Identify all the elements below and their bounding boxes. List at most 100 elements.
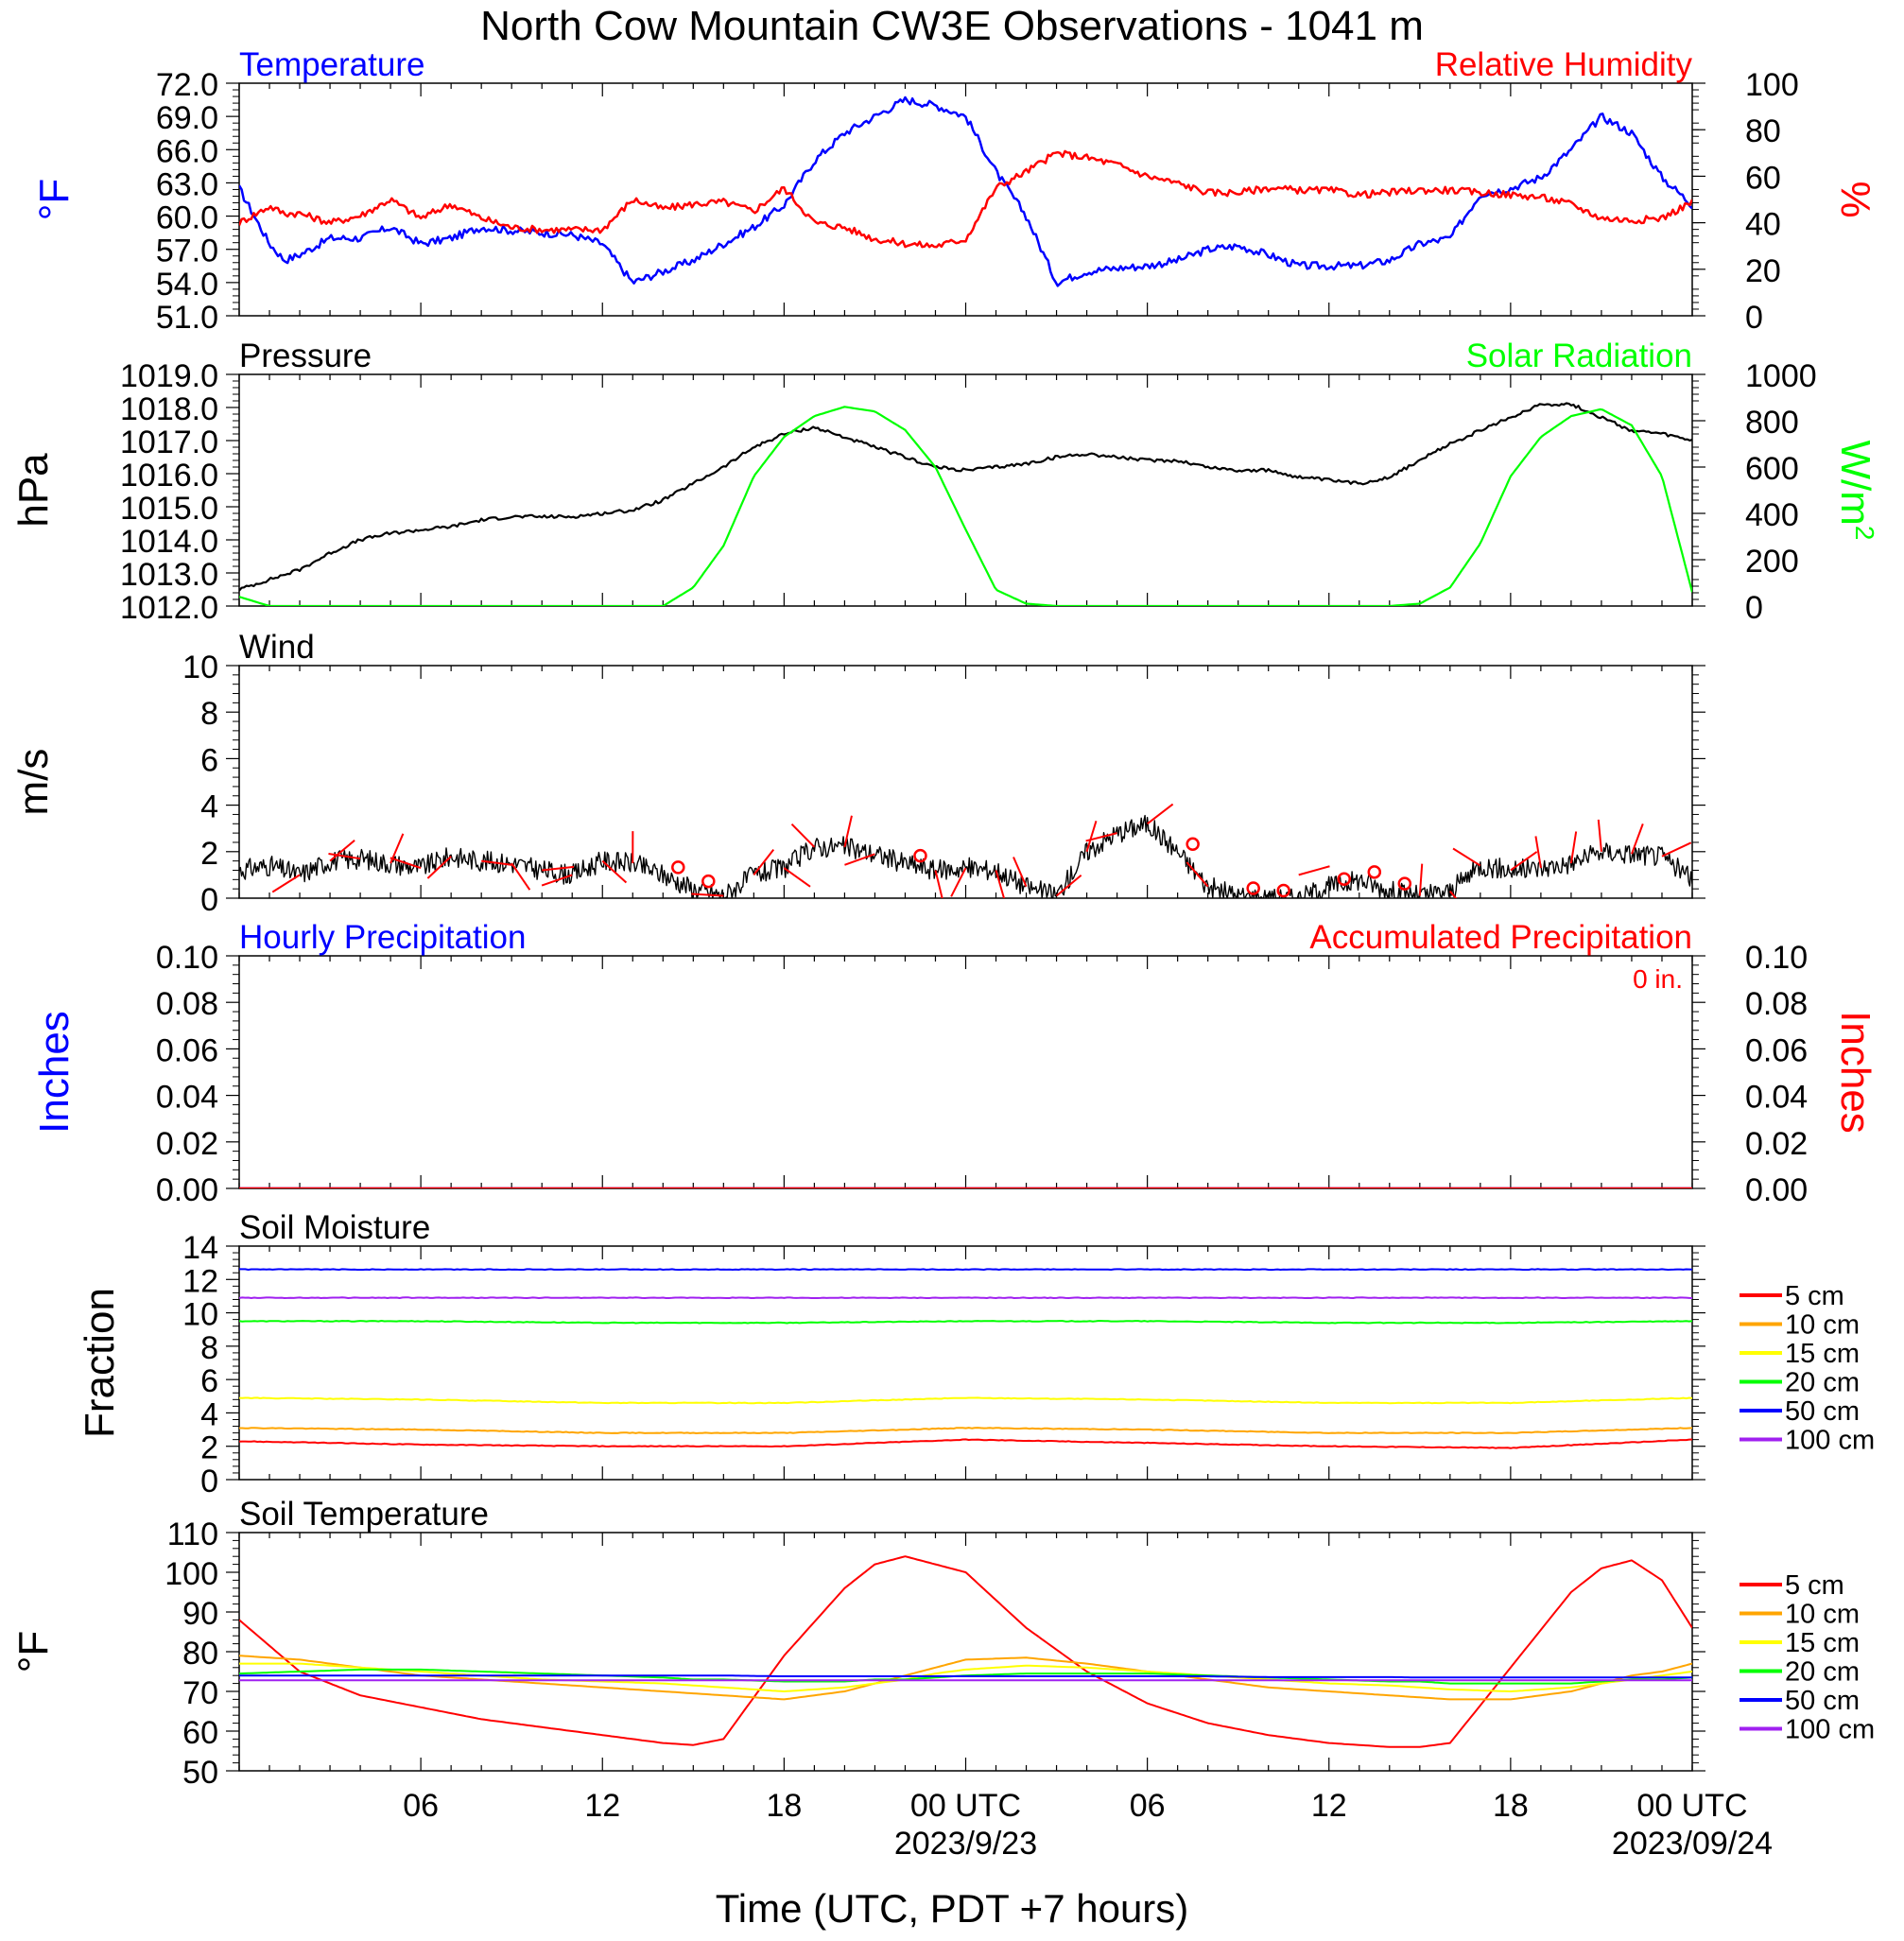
wind-barb (1510, 851, 1538, 872)
series-line (239, 406, 1692, 606)
x-tick-label: 06 (403, 1788, 439, 1824)
y-tick-label-right: 1000 (1745, 358, 1817, 394)
y-tick-label-right: 80 (1745, 113, 1781, 149)
x-axis-label: Time (UTC, PDT +7 hours) (716, 1886, 1189, 1931)
wind-barb (1418, 863, 1424, 896)
legend-label: 10 cm (1785, 1310, 1860, 1341)
y-tick-label: 6 (200, 1363, 218, 1399)
wind-barb (271, 874, 301, 893)
y-tick-label: 100 (164, 1556, 218, 1592)
y-axis-label-left: Inches (31, 1011, 78, 1134)
series-line (239, 95, 1692, 287)
y-tick-label-right: 100 (1745, 67, 1799, 103)
panel-0: 51.054.057.060.063.066.069.072.0 0 20 40 60 8… (31, 46, 1878, 336)
y-tick-label: 0.08 (156, 986, 218, 1022)
legend-label: 100 cm (1785, 1426, 1875, 1456)
series-line (239, 1396, 1692, 1405)
y-tick-label-right: 0 (1745, 590, 1763, 626)
y-tick-label: 2 (200, 1430, 218, 1466)
wind-barb (1597, 819, 1602, 852)
wind-barb (1085, 832, 1117, 842)
x-date-label: 2023/9/23 (894, 1826, 1037, 1862)
wind-barb (542, 865, 575, 872)
wind-barb (1449, 890, 1458, 898)
plot-frame (238, 373, 1693, 607)
panel-title-right: Accumulated Precipitation (1309, 919, 1692, 956)
y-tick-label-right: 0.10 (1745, 940, 1808, 976)
wind-barb (934, 870, 943, 898)
y-tick-label: 90 (182, 1596, 218, 1632)
wind-barb (753, 848, 775, 876)
y-tick-label: 1012.0 (120, 590, 218, 626)
wind-barb (1055, 874, 1082, 897)
x-tick-label: 12 (584, 1788, 620, 1824)
y-tick-label: 8 (200, 1330, 218, 1366)
y-tick-label-right: 0.08 (1745, 986, 1808, 1022)
y-axis-label-superscript: 2 (1851, 526, 1880, 541)
wind-barb (1085, 820, 1098, 853)
y-tick-label: 50 (182, 1755, 218, 1791)
y-axis-label-left: m/s (10, 749, 57, 816)
y-tick-label: 70 (182, 1675, 218, 1711)
legend-label: 5 cm (1785, 1570, 1844, 1601)
wind-barb (995, 870, 1006, 898)
y-tick-label-right: 60 (1745, 160, 1781, 196)
y-tick-label: 1018.0 (120, 391, 218, 427)
y-tick-label: 60 (182, 1715, 218, 1751)
legend-label: 15 cm (1785, 1339, 1860, 1369)
wind-barb (1569, 831, 1578, 864)
wind-barb (601, 859, 628, 884)
plot-frame (238, 955, 1693, 1189)
series-line (239, 1320, 1692, 1325)
calm-wind-circle (671, 860, 685, 875)
y-tick-label: 4 (200, 789, 218, 825)
wind-barb (1631, 823, 1644, 855)
y-axis-label-left: °F (10, 1631, 57, 1672)
y-tick-label: 72.0 (156, 67, 218, 103)
y-tick-label: 0.00 (156, 1172, 218, 1208)
y-tick-label-right: 0.02 (1745, 1126, 1808, 1162)
wind-barb (511, 862, 531, 891)
y-tick-label: 1019.0 (120, 358, 218, 394)
y-tick-label: 0.06 (156, 1032, 218, 1068)
y-tick-label: 0 (200, 882, 218, 918)
y-tick-label: 51.0 (156, 300, 218, 336)
legend-label: 50 cm (1785, 1396, 1860, 1427)
y-tick-label-right: 0 (1745, 300, 1763, 336)
x-tick-label: 00 UTC (1636, 1788, 1747, 1824)
y-tick-label: 110 (167, 1516, 218, 1552)
y-tick-label: 60.0 (156, 200, 218, 236)
y-tick-label-right: 0.00 (1745, 1172, 1808, 1208)
plot-frame (238, 665, 1693, 899)
calm-wind-circle (1246, 881, 1260, 895)
y-axis-label-right: W/m2 (1832, 441, 1880, 541)
y-tick-label: 0 (200, 1464, 218, 1499)
series-group (239, 402, 1692, 606)
y-axis-label-left: °F (31, 179, 78, 220)
x-tick-label: 18 (766, 1788, 802, 1824)
legend-label: 15 cm (1785, 1628, 1860, 1658)
x-tick-label: 00 UTC (910, 1788, 1021, 1824)
y-tick-label: 10 (182, 650, 218, 685)
wind-barb (1298, 865, 1330, 876)
calm-wind-circle (913, 848, 927, 863)
legend-label: 5 cm (1785, 1281, 1844, 1311)
y-axis-label-left: Fraction (77, 1288, 123, 1438)
series-line (239, 402, 1692, 592)
series-line (239, 814, 1692, 898)
wind-barb (790, 823, 816, 848)
y-tick-label: 54.0 (156, 267, 218, 303)
series-line (239, 1438, 1692, 1449)
series-line (239, 1296, 1692, 1299)
series-line (239, 149, 1692, 249)
y-tick-label-right: 800 (1745, 405, 1799, 441)
y-tick-label: 66.0 (156, 133, 218, 169)
wind-barb (950, 867, 967, 897)
wind-barb (481, 859, 514, 866)
series-group (239, 803, 1692, 898)
y-tick-label: 6 (200, 742, 218, 778)
calm-wind-circle (701, 874, 716, 889)
y-tick-label: 1013.0 (120, 557, 218, 593)
y-tick-label: 0.10 (156, 940, 218, 976)
x-tick-label: 12 (1311, 1788, 1347, 1824)
